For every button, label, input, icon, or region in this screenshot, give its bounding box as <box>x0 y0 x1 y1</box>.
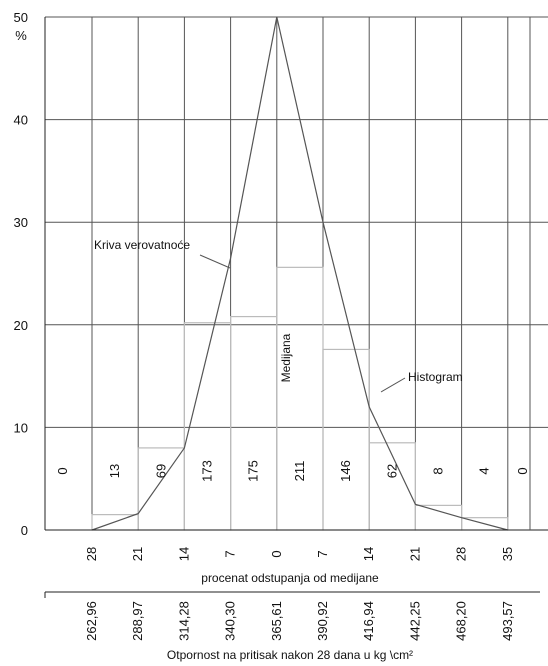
secondary-x-tick-label-2: 314,28 <box>176 601 191 641</box>
secondary-x-axis-title: Otpornost na pritisak nakon 28 dana u kg… <box>167 648 413 662</box>
secondary-x-tick-label-7: 442,25 <box>407 601 422 641</box>
y-tick-label-3: 30 <box>14 215 28 230</box>
y-unit-label: % <box>15 28 27 43</box>
count-label-2: 69 <box>153 464 168 478</box>
y-tick-label-5: 50 <box>14 10 28 25</box>
secondary-x-tick-label-4: 365,61 <box>269 601 284 641</box>
axes <box>44 17 548 598</box>
x-tick-label-0: 28 <box>84 547 99 561</box>
count-label-6: 146 <box>338 460 353 482</box>
secondary-x-tick-label-9: 493,57 <box>500 601 515 641</box>
count-label-7: 62 <box>384 464 399 478</box>
count-label-0: 0 <box>55 467 70 474</box>
histogram-bar-3 <box>230 315 278 531</box>
median-label: Medijana <box>279 333 293 382</box>
histogram-bar-4 <box>276 266 324 531</box>
curve-legend-label: Kriva verovatnoće <box>94 238 190 252</box>
x-tick-label-1: 21 <box>130 547 145 561</box>
x-tick-label-7: 21 <box>407 547 422 561</box>
x-tick-label-3: 7 <box>223 550 238 557</box>
x-tick-label-5: 7 <box>315 550 330 557</box>
x-tick-label-2: 14 <box>176 547 191 561</box>
x-tick-label-6: 14 <box>361 547 376 561</box>
count-label-10: 0 <box>515 467 530 474</box>
secondary-x-tick-label-0: 262,96 <box>84 601 99 641</box>
probability-curve-line <box>91 16 508 531</box>
count-label-4: 175 <box>246 460 261 482</box>
count-label-8: 8 <box>431 467 446 474</box>
y-tick-label-1: 10 <box>14 420 28 435</box>
x-tick-label-4: 0 <box>269 550 284 557</box>
count-label-5: 211 <box>292 461 307 482</box>
y-tick-label-0: 0 <box>21 523 28 538</box>
curve-legend-leader <box>199 254 231 269</box>
secondary-x-tick-label-5: 390,92 <box>315 601 330 641</box>
x-tick-label-8: 28 <box>454 547 469 561</box>
secondary-x-tick-label-6: 416,94 <box>361 601 376 641</box>
histogram <box>91 266 509 531</box>
count-label-3: 173 <box>200 460 215 482</box>
histogram-legend-leader <box>380 377 406 393</box>
secondary-x-tick-label-1: 288,97 <box>130 601 145 641</box>
y-tick-label-2: 20 <box>14 318 28 333</box>
x-axis-title: procenat odstupanja od medijane <box>201 571 379 585</box>
histogram-legend-label: Histogram <box>408 370 463 384</box>
secondary-x-tick-label-3: 340,30 <box>223 601 238 641</box>
count-label-9: 4 <box>477 467 492 474</box>
histogram-bar-7 <box>414 504 463 531</box>
probability-curve <box>91 16 508 531</box>
count-label-1: 13 <box>107 464 122 478</box>
y-tick-label-4: 40 <box>14 113 28 128</box>
histogram-bar-1 <box>137 447 185 531</box>
histogram-bar-5 <box>322 348 370 531</box>
x-tick-label-9: 35 <box>500 547 515 561</box>
secondary-x-tick-label-8: 468,20 <box>454 601 469 641</box>
grid <box>45 16 548 531</box>
